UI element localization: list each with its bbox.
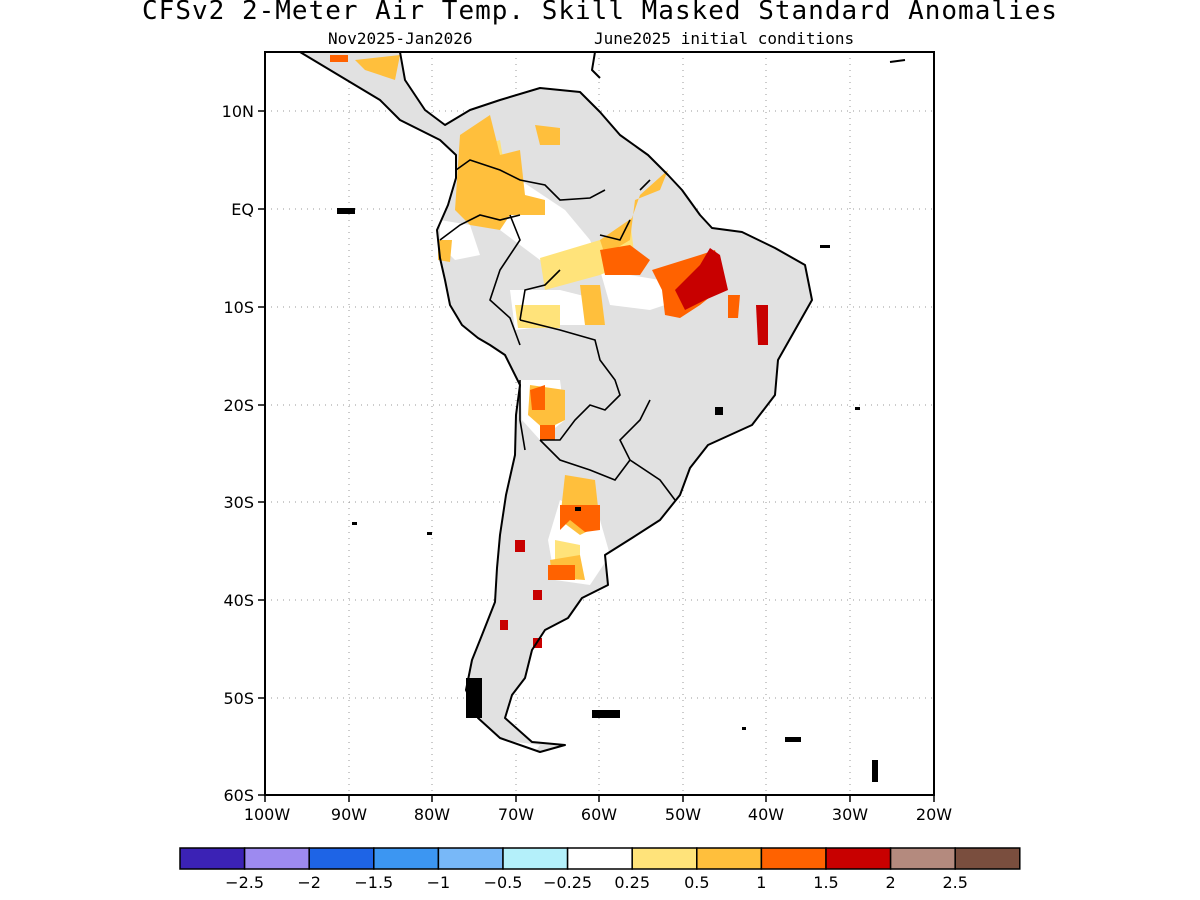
colorbar-swatch (889, 847, 956, 870)
colorbar-swatch (502, 847, 569, 870)
map-title: CFSv2 2-Meter Air Temp. Skill Masked Sta… (142, 0, 1058, 26)
coastlines (299, 51, 906, 753)
colorbar-swatch (760, 847, 827, 870)
latitude-labels: 10N EQ 10S 20S 30S 40S 50S 60S (222, 102, 254, 805)
lon-label: 90W (331, 805, 367, 824)
colorbar-label: 0.5 (684, 873, 709, 892)
lat-label: 40S (223, 591, 254, 610)
colorbar-label: 1.5 (813, 873, 838, 892)
lat-label: EQ (231, 200, 254, 219)
lon-label: 50W (665, 805, 701, 824)
colorbar-label: −2 (297, 873, 321, 892)
lat-label: 30S (223, 493, 254, 512)
colorbar-label: −0.5 (484, 873, 523, 892)
colorbar-label: 2 (886, 873, 896, 892)
colorbar-swatch (437, 847, 504, 870)
country-borders (439, 159, 676, 501)
lon-label: 60W (581, 805, 617, 824)
axis-ticks (258, 110, 935, 802)
islands (337, 208, 878, 782)
lon-label: 40W (748, 805, 784, 824)
colorbar-label: −1.5 (354, 873, 393, 892)
color-legend: −2.5 −2 −1.5 −1 −0.5 −0.25 0.25 0.5 1 1.5 2 2.5 (179, 847, 1021, 892)
lon-label: 20W (916, 805, 952, 824)
colorbar-label: 2.5 (942, 873, 967, 892)
colorbar-label: −2.5 (225, 873, 264, 892)
colorbar-swatch (373, 847, 440, 870)
colorbar-label: 1 (756, 873, 766, 892)
colorbar-swatch (566, 847, 633, 870)
colorbar-swatch (696, 847, 763, 870)
colorbar-label: −1 (427, 873, 451, 892)
colorbar-swatch (954, 847, 1021, 870)
lon-label: 100W (244, 805, 291, 824)
lat-label: 50S (223, 689, 254, 708)
initial-conditions: June2025 initial conditions (594, 29, 855, 48)
lat-label: 20S (223, 396, 254, 415)
longitude-labels: 100W 90W 80W 70W 60W 50W 40W 30W 20W (244, 805, 952, 824)
colorbar-swatch (631, 847, 698, 870)
colorbar-swatch (179, 847, 246, 870)
colorbar-label: −0.25 (543, 873, 592, 892)
forecast-period: Nov2025-Jan2026 (328, 29, 473, 48)
lat-label: 60S (223, 786, 254, 805)
lat-label: 10N (222, 102, 254, 121)
lon-label: 30W (832, 805, 868, 824)
colorbar-swatch (308, 847, 375, 870)
colorbar-swatch (243, 847, 310, 870)
lon-label: 70W (498, 805, 534, 824)
anomaly-shading (330, 55, 768, 752)
colorbar-label: 0.25 (614, 873, 650, 892)
lon-label: 80W (414, 805, 450, 824)
lat-label: 10S (223, 298, 254, 317)
colorbar-swatch (825, 847, 892, 870)
